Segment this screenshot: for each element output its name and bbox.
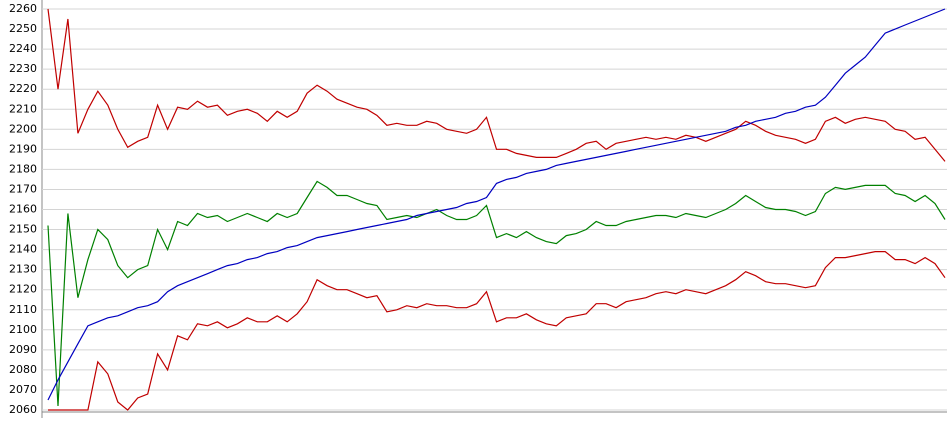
y-tick-label: 2170 <box>9 182 37 195</box>
y-tick-label: 2080 <box>9 363 37 376</box>
y-tick-label: 2090 <box>9 343 37 356</box>
y-tick-label: 2120 <box>9 283 37 296</box>
y-tick-label: 2250 <box>9 22 37 35</box>
series-line <box>47 180 946 407</box>
y-tick-label: 2200 <box>9 122 37 135</box>
y-tick-label: 2180 <box>9 162 37 175</box>
y-tick-label: 2130 <box>9 263 37 276</box>
series-line <box>47 8 946 162</box>
y-tick-label: 2110 <box>9 303 37 316</box>
y-tick-label: 2100 <box>9 323 37 336</box>
y-tick-label: 2190 <box>9 142 37 155</box>
y-tick-label: 2070 <box>9 383 37 396</box>
y-tick-label: 2220 <box>9 82 37 95</box>
y-tick-label: 2150 <box>9 223 37 236</box>
y-tick-label: 2240 <box>9 42 37 55</box>
y-tick-label: 2230 <box>9 62 37 75</box>
y-tick-label: 2160 <box>9 203 37 216</box>
y-tick-label: 2210 <box>9 102 37 115</box>
y-tick-label: 2140 <box>9 243 37 256</box>
y-tick-label: 2260 <box>9 2 37 15</box>
y-tick-label: 2060 <box>9 403 37 416</box>
series-line <box>47 8 946 401</box>
series-line <box>48 251 946 411</box>
